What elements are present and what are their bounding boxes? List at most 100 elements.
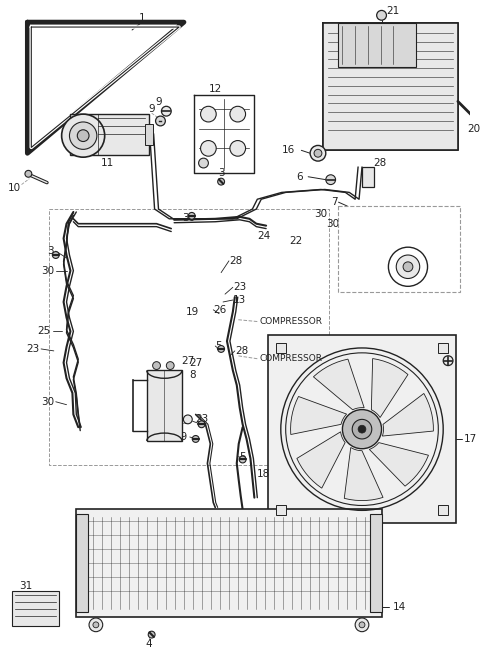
- Text: 5: 5: [215, 341, 222, 351]
- Circle shape: [77, 130, 89, 141]
- Polygon shape: [369, 443, 429, 486]
- Circle shape: [156, 116, 165, 126]
- Text: 23: 23: [26, 344, 39, 354]
- Text: 30: 30: [182, 213, 196, 223]
- Text: 20: 20: [468, 124, 480, 134]
- Circle shape: [218, 178, 225, 185]
- Text: (W/O AIR CON): (W/O AIR CON): [365, 219, 432, 228]
- Circle shape: [314, 149, 322, 157]
- Circle shape: [52, 251, 59, 259]
- Text: COMPRESSOR: COMPRESSOR: [259, 354, 322, 363]
- Circle shape: [25, 170, 32, 177]
- Text: 3: 3: [47, 246, 54, 256]
- Text: 28: 28: [235, 346, 248, 356]
- Text: 15: 15: [360, 238, 373, 248]
- Bar: [370, 515, 382, 612]
- Text: 18: 18: [256, 469, 270, 479]
- Text: 31: 31: [20, 581, 33, 591]
- Circle shape: [352, 419, 372, 439]
- Circle shape: [358, 425, 366, 433]
- Text: 23: 23: [233, 282, 246, 292]
- Text: 30: 30: [314, 209, 327, 219]
- Circle shape: [153, 362, 160, 370]
- Text: 23: 23: [196, 415, 209, 424]
- Text: 11: 11: [101, 158, 114, 168]
- Circle shape: [443, 356, 453, 366]
- Circle shape: [377, 11, 386, 20]
- Text: 27: 27: [189, 358, 202, 368]
- Circle shape: [192, 436, 199, 442]
- Text: 5: 5: [239, 451, 245, 461]
- Circle shape: [230, 107, 246, 122]
- Circle shape: [326, 175, 336, 184]
- Bar: [362, 167, 374, 186]
- Text: 13: 13: [233, 295, 246, 305]
- Circle shape: [167, 362, 174, 370]
- Circle shape: [70, 122, 97, 149]
- Circle shape: [286, 353, 438, 505]
- Circle shape: [183, 415, 192, 424]
- Bar: [76, 509, 382, 617]
- Text: 17: 17: [464, 434, 477, 444]
- Circle shape: [310, 145, 326, 161]
- Bar: [12, 591, 59, 626]
- Bar: [438, 505, 448, 515]
- Text: 19: 19: [186, 307, 199, 316]
- Circle shape: [188, 213, 195, 219]
- Circle shape: [161, 107, 171, 116]
- Circle shape: [199, 158, 208, 168]
- Polygon shape: [383, 393, 433, 436]
- Text: 2: 2: [442, 346, 448, 356]
- Bar: [71, 114, 149, 155]
- Text: 16: 16: [282, 145, 296, 155]
- Text: 22: 22: [289, 236, 302, 246]
- Text: 27: 27: [181, 356, 194, 366]
- Text: 8: 8: [189, 370, 195, 380]
- Circle shape: [396, 255, 420, 278]
- Text: COMPRESSOR: COMPRESSOR: [259, 317, 322, 326]
- Circle shape: [218, 345, 225, 352]
- Bar: [268, 335, 456, 523]
- Polygon shape: [290, 397, 347, 434]
- Text: 23: 23: [178, 417, 191, 426]
- Text: 6: 6: [297, 172, 303, 182]
- Bar: [147, 370, 182, 441]
- Text: 7: 7: [331, 197, 337, 207]
- Circle shape: [342, 409, 382, 449]
- Circle shape: [239, 456, 246, 463]
- FancyBboxPatch shape: [337, 206, 460, 292]
- Bar: [145, 124, 153, 145]
- Text: 21: 21: [386, 7, 400, 16]
- Bar: [276, 343, 286, 353]
- Circle shape: [93, 622, 99, 628]
- Polygon shape: [344, 447, 383, 501]
- Circle shape: [355, 618, 369, 632]
- Bar: [438, 343, 448, 353]
- Circle shape: [201, 141, 216, 156]
- Text: 30: 30: [326, 218, 339, 229]
- Text: 3: 3: [218, 168, 225, 178]
- Text: 30: 30: [41, 397, 54, 407]
- Text: 14: 14: [393, 602, 407, 612]
- Text: 10: 10: [8, 182, 21, 193]
- Circle shape: [201, 107, 216, 122]
- Circle shape: [475, 120, 480, 130]
- Circle shape: [89, 618, 103, 632]
- Polygon shape: [313, 359, 364, 410]
- Text: 12: 12: [209, 84, 222, 93]
- Circle shape: [198, 421, 205, 428]
- Text: 29: 29: [175, 432, 188, 442]
- Text: 9: 9: [155, 97, 162, 107]
- Text: 9: 9: [148, 104, 155, 114]
- Bar: [276, 505, 286, 515]
- Text: 30: 30: [41, 266, 54, 276]
- Circle shape: [61, 114, 105, 157]
- Text: 25: 25: [37, 326, 51, 336]
- Circle shape: [148, 631, 155, 638]
- Text: 26: 26: [213, 305, 227, 315]
- Text: 28: 28: [374, 158, 387, 168]
- Circle shape: [403, 262, 413, 272]
- Bar: [76, 515, 88, 612]
- Text: 4: 4: [145, 640, 152, 649]
- Circle shape: [359, 622, 365, 628]
